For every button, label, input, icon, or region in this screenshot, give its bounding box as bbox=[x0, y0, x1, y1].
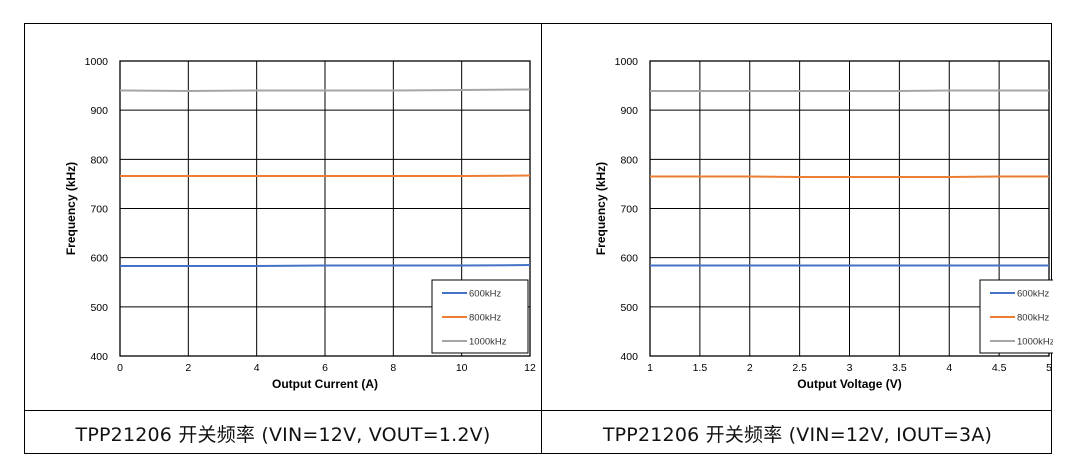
series-line-600kHz bbox=[120, 264, 531, 268]
legend-label-800kHz: 800kHz bbox=[469, 313, 501, 324]
legend-label-1000kHz: 1000kHz bbox=[469, 337, 507, 348]
x-tick-label: 1 bbox=[647, 362, 653, 374]
x-tick-label: 0 bbox=[117, 362, 123, 374]
legend: 600kHz 800kHz 1000kHz bbox=[979, 279, 1053, 354]
chart-frequency-vs-current: 0 2 4 6 8 10 12 400 500 600 700 800 900 1000 Output Cu… bbox=[64, 56, 536, 391]
chart-frequency-vs-voltage: 1 1.5 2 2.5 3 3.5 4 4.5 5 400 500 600 700 800 900 1000 O… bbox=[594, 56, 1053, 391]
cell-divider-horizontal bbox=[25, 410, 1051, 412]
y-tick-label: 800 bbox=[620, 154, 638, 166]
x-tick-label: 10 bbox=[456, 362, 468, 374]
x-tick-label: 2 bbox=[185, 362, 191, 374]
y-tick-label: 1000 bbox=[85, 56, 109, 68]
y-tick-label: 600 bbox=[620, 253, 638, 265]
x-tick-label: 6 bbox=[322, 362, 328, 374]
y-tick-label: 600 bbox=[90, 253, 108, 265]
x-tick-label: 12 bbox=[524, 362, 536, 374]
y-tick-label: 900 bbox=[90, 105, 108, 117]
x-tick-label: 2.5 bbox=[792, 362, 807, 374]
y-tick-label: 700 bbox=[620, 204, 638, 216]
y-tick-label: 400 bbox=[620, 351, 638, 363]
x-tick-label: 4 bbox=[254, 362, 260, 374]
legend-label-800kHz: 800kHz bbox=[1017, 313, 1049, 324]
y-tick-label: 500 bbox=[620, 302, 638, 314]
x-tick-label: 3 bbox=[847, 362, 853, 374]
plot-area-border bbox=[119, 60, 531, 357]
series-line-1000kHz bbox=[119, 88, 531, 92]
x-tick-label: 3.5 bbox=[892, 362, 907, 374]
x-axis-label: Output Voltage (V) bbox=[797, 377, 901, 391]
legend-label-600kHz: 600kHz bbox=[469, 289, 501, 300]
x-tick-label: 5 bbox=[1046, 362, 1052, 374]
y-tick-label: 700 bbox=[90, 204, 108, 216]
y-axis-label: Frequency (kHz) bbox=[594, 162, 608, 255]
plot-area-border bbox=[649, 60, 1050, 357]
y-tick-label: 400 bbox=[90, 351, 108, 363]
x-tick-label: 4 bbox=[946, 362, 952, 374]
x-axis-label: Output Current (A) bbox=[272, 377, 378, 391]
caption-right: TPP21206 开关频率 (VIN=12V, IOUT=3A) bbox=[602, 423, 993, 446]
x-tick-label: 1.5 bbox=[693, 362, 708, 374]
y-tick-label: 900 bbox=[620, 105, 638, 117]
legend: 600kHz 800kHz 1000kHz bbox=[431, 279, 529, 354]
figure-table: 0 2 4 6 8 10 12 400 500 600 700 800 900 1000 Output Cu… bbox=[24, 23, 1053, 454]
y-tick-label: 500 bbox=[90, 302, 108, 314]
x-tick-label: 4.5 bbox=[992, 362, 1007, 374]
y-axis-label: Frequency (kHz) bbox=[64, 162, 78, 255]
legend-label-1000kHz: 1000kHz bbox=[1017, 337, 1053, 348]
y-tick-label: 1000 bbox=[615, 56, 639, 68]
cell-divider-vertical bbox=[541, 24, 543, 453]
x-tick-label: 2 bbox=[747, 362, 753, 374]
legend-label-600kHz: 600kHz bbox=[1017, 289, 1049, 300]
y-tick-label: 800 bbox=[90, 154, 108, 166]
x-tick-label: 8 bbox=[390, 362, 396, 374]
caption-left: TPP21206 开关频率 (VIN=12V, VOUT=1.2V) bbox=[75, 423, 491, 446]
